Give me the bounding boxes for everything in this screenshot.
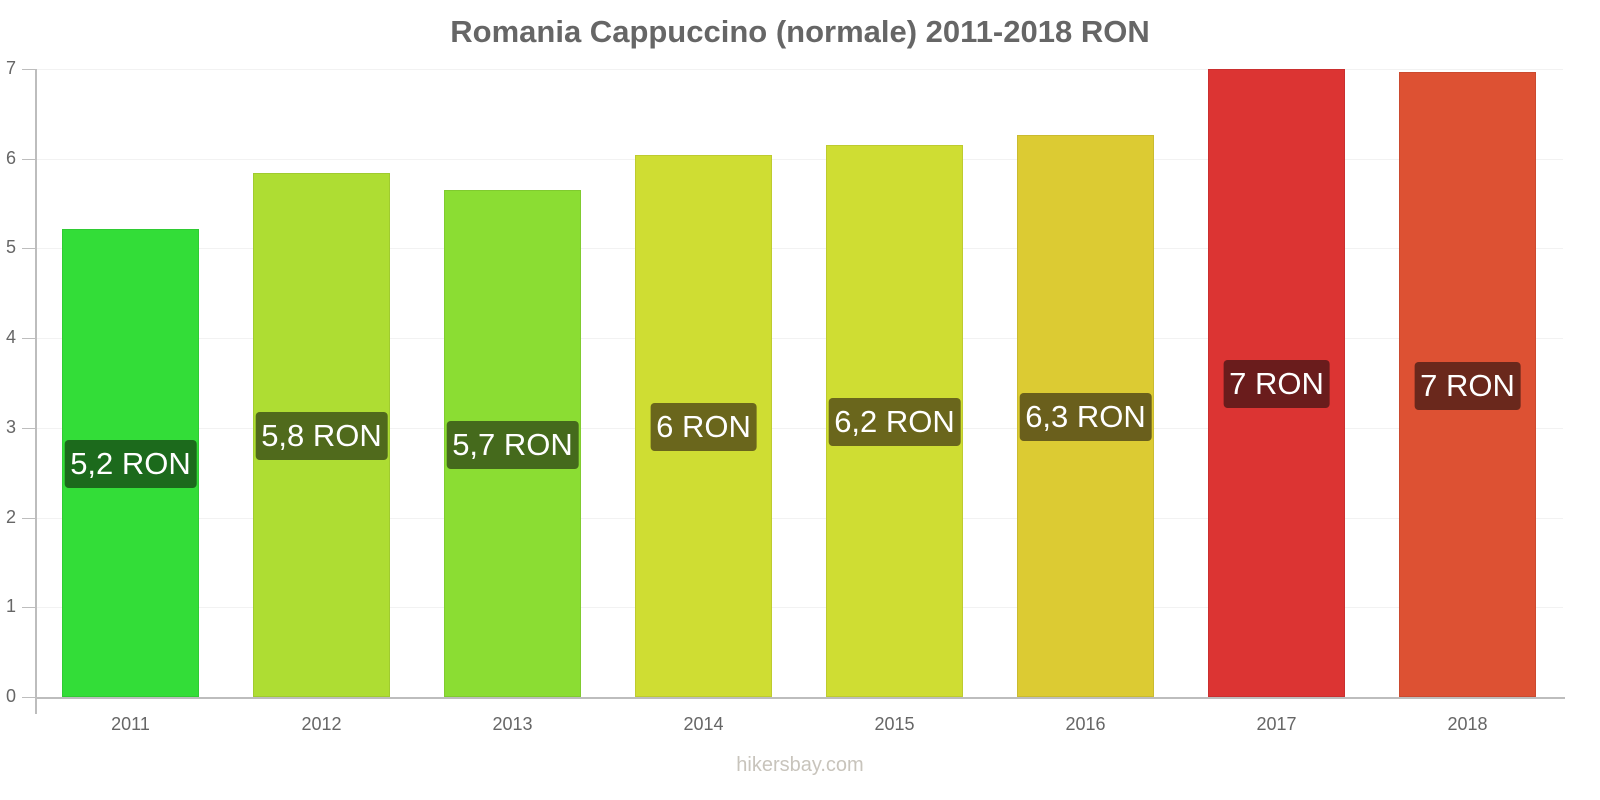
gridline bbox=[36, 159, 1563, 160]
gridline bbox=[36, 69, 1563, 70]
y-tick-label: 1 bbox=[6, 596, 17, 616]
bar-value-label: 6,2 RON bbox=[828, 398, 961, 446]
x-tick-label: 2016 bbox=[1065, 714, 1106, 734]
x-tick-label: 2017 bbox=[1256, 714, 1297, 734]
bar-value-label: 7 RON bbox=[1414, 361, 1521, 410]
bar-2016[interactable]: 6,3 RON bbox=[1017, 135, 1154, 697]
bar-value-label: 5,2 RON bbox=[64, 440, 197, 488]
y-tick-mark bbox=[22, 518, 35, 519]
bar-2012[interactable]: 5,8 RON bbox=[253, 173, 390, 697]
bar-2014[interactable]: 6 RON bbox=[635, 155, 772, 697]
y-axis-line bbox=[35, 69, 37, 714]
gridline bbox=[36, 338, 1563, 339]
x-tick-label: 2014 bbox=[683, 714, 724, 734]
chart-title: Romania Cappuccino (normale) 2011-2018 R… bbox=[450, 14, 1150, 49]
y-tick-label: 7 bbox=[6, 58, 17, 78]
gridline bbox=[36, 518, 1563, 519]
y-tick-mark bbox=[22, 338, 35, 339]
bar-2017[interactable]: 7 RON bbox=[1208, 69, 1345, 697]
bar-value-label: 7 RON bbox=[1223, 360, 1330, 408]
y-tick-label: 0 bbox=[6, 686, 17, 706]
gridline bbox=[36, 248, 1563, 249]
x-tick-label: 2011 bbox=[111, 714, 150, 734]
x-axis-line bbox=[35, 697, 1565, 699]
gridline bbox=[36, 607, 1563, 608]
y-tick-mark bbox=[22, 607, 35, 608]
gridline bbox=[36, 428, 1563, 429]
bar-value-label: 6,3 RON bbox=[1019, 393, 1152, 441]
x-tick-label: 2018 bbox=[1447, 714, 1488, 734]
bar-2013[interactable]: 5,7 RON bbox=[444, 190, 581, 697]
y-tick-mark bbox=[22, 428, 35, 429]
y-tick-mark bbox=[22, 697, 35, 698]
x-tick-label: 2013 bbox=[492, 714, 533, 734]
bar-2015[interactable]: 6,2 RON bbox=[826, 145, 963, 697]
y-tick-mark bbox=[22, 248, 35, 249]
y-tick-label: 5 bbox=[6, 237, 17, 257]
bar-2018[interactable]: 7 RON bbox=[1399, 72, 1536, 697]
bar-value-label: 5,7 RON bbox=[446, 420, 579, 469]
y-tick-label: 2 bbox=[6, 507, 17, 527]
watermark: hikersbay.com bbox=[736, 754, 864, 776]
x-tick-label: 2012 bbox=[301, 714, 342, 734]
bar-value-label: 5,8 RON bbox=[255, 412, 388, 460]
y-tick-mark bbox=[22, 69, 35, 70]
y-tick-label: 4 bbox=[6, 327, 17, 347]
y-tick-label: 3 bbox=[6, 417, 17, 437]
x-tick-label: 2015 bbox=[874, 714, 915, 734]
y-tick-label: 6 bbox=[6, 148, 17, 168]
bar-2011[interactable]: 5,2 RON bbox=[62, 229, 199, 697]
y-tick-mark bbox=[22, 159, 35, 160]
bar-value-label: 6 RON bbox=[650, 403, 757, 451]
